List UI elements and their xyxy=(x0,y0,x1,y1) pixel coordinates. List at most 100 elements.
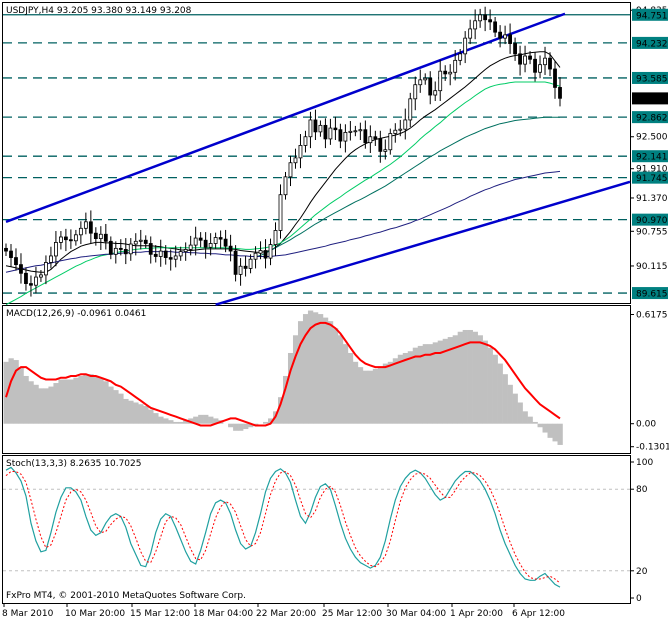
price-level-box xyxy=(632,111,668,124)
macd-panel-title: MACD(12,26,9) -0.0961 0.0461 xyxy=(6,309,146,319)
time-tick-label: 15 Mar 12:00 xyxy=(130,609,190,619)
macd-histogram-bar xyxy=(482,340,488,424)
candle-body xyxy=(24,272,28,284)
macd-histogram-bar xyxy=(357,367,364,424)
stoch-panel-title: Stoch(13,3,3) 8.2635 10.7025 xyxy=(6,459,141,469)
macd-histogram-bar xyxy=(502,374,508,424)
time-tick-label: 6 Apr 12:00 xyxy=(512,609,565,619)
macd-histogram-bar xyxy=(8,358,14,424)
price-tick-label: 90.115 xyxy=(636,262,668,272)
candle-body xyxy=(338,129,343,142)
macd-histogram-bar xyxy=(153,413,159,424)
candle-body xyxy=(73,234,78,242)
macd-histogram-bar xyxy=(178,421,184,424)
macd-histogram-bar xyxy=(512,393,518,424)
candle-body xyxy=(523,55,527,65)
macd-histogram-bar xyxy=(517,402,523,424)
candle-body xyxy=(93,232,98,240)
current-price-label: 93.208 xyxy=(636,95,668,105)
candle-body xyxy=(518,53,522,65)
price-level-label: 89.615 xyxy=(636,290,668,300)
candle-body xyxy=(98,233,103,240)
candle-body xyxy=(558,87,562,99)
macd-histogram-bar xyxy=(427,344,434,424)
macd-histogram-bar xyxy=(377,367,384,424)
macd-histogram-bar xyxy=(198,414,204,424)
candle-body xyxy=(528,55,532,60)
macd-histogram-bar xyxy=(33,384,39,424)
macd-histogram-bar xyxy=(103,381,109,424)
price-panel-frame xyxy=(2,2,631,304)
candle-body xyxy=(158,250,163,257)
candle-body xyxy=(503,34,507,39)
price-level-box xyxy=(632,287,668,300)
candle-body xyxy=(388,133,393,151)
macd-histogram-bar xyxy=(347,352,354,424)
macd-histogram-bar xyxy=(527,416,533,424)
candle-body xyxy=(343,132,348,142)
price-level-label: 94.751 xyxy=(636,11,668,21)
candle-body xyxy=(83,221,88,229)
time-tick-label: 18 Mar 04:00 xyxy=(193,609,253,619)
candle-body xyxy=(283,176,288,196)
macd-histogram-bar xyxy=(477,335,483,424)
candle-body xyxy=(318,124,323,133)
candle-body xyxy=(103,233,108,242)
candle-body xyxy=(478,14,483,22)
macd-histogram-bar xyxy=(173,421,179,424)
candle-body xyxy=(493,21,498,33)
candle-body xyxy=(203,239,208,248)
macd-histogram-bar xyxy=(332,328,339,424)
macd-tick-label: -0.1301 xyxy=(636,443,669,453)
macd-histogram-bar xyxy=(78,375,84,424)
macd-histogram-bar xyxy=(283,375,289,424)
macd-histogram-bar xyxy=(437,340,444,424)
candle-body xyxy=(193,237,198,246)
time-axis: 8 Mar 2010 10 Mar 20:00 15 Mar 12:00 18 Mar… xyxy=(2,603,565,619)
stoch-panel-frame xyxy=(2,455,631,604)
macd-histogram-bar xyxy=(372,368,379,424)
candle-body xyxy=(358,129,363,132)
macd-histogram-bar xyxy=(487,347,493,424)
time-tick-label: 1 Apr 20:00 xyxy=(450,609,503,619)
macd-histogram-bar xyxy=(263,421,269,424)
stoch-tick-label: 20 xyxy=(636,567,648,577)
macd-histogram-bar xyxy=(287,352,294,424)
candle-body xyxy=(308,119,313,138)
macd-histogram-bar xyxy=(203,414,209,424)
candle-body xyxy=(44,262,48,276)
time-tick-label: 22 Mar 20:00 xyxy=(256,609,316,619)
macd-histogram-bar xyxy=(108,386,114,424)
macd-histogram-bar xyxy=(462,329,468,424)
macd-histogram-bar xyxy=(522,411,528,424)
macd-histogram-bar xyxy=(302,314,309,424)
candle-body xyxy=(253,252,258,260)
macd-histogram-bar xyxy=(467,329,473,424)
candle-body xyxy=(208,243,213,248)
macd-histogram-bar xyxy=(307,310,314,424)
macd-signal-line xyxy=(5,321,561,427)
candle-body xyxy=(453,59,458,73)
candle-body xyxy=(533,58,537,73)
candle-body xyxy=(213,237,218,244)
candle-body xyxy=(288,162,293,178)
price-level-label: 94.232 xyxy=(636,39,668,49)
channel-line xyxy=(5,12,566,223)
price-level-box xyxy=(632,8,668,21)
candle-body xyxy=(68,239,73,242)
candle-body xyxy=(448,71,453,75)
candle-body xyxy=(408,98,413,121)
price-tick-label: 91.370 xyxy=(636,194,668,204)
candle-body xyxy=(128,243,133,255)
macd-histogram-bar xyxy=(183,420,189,424)
candle-body xyxy=(463,37,468,55)
macd-histogram-bar xyxy=(542,423,548,433)
macd-histogram-bar xyxy=(63,379,69,424)
macd-histogram-bar xyxy=(352,361,359,424)
candle-body xyxy=(223,238,228,247)
moving-average-line xyxy=(5,51,561,273)
macd-histogram-bar xyxy=(292,335,299,424)
candle-body xyxy=(353,130,358,133)
macd-histogram-bar xyxy=(557,423,563,445)
